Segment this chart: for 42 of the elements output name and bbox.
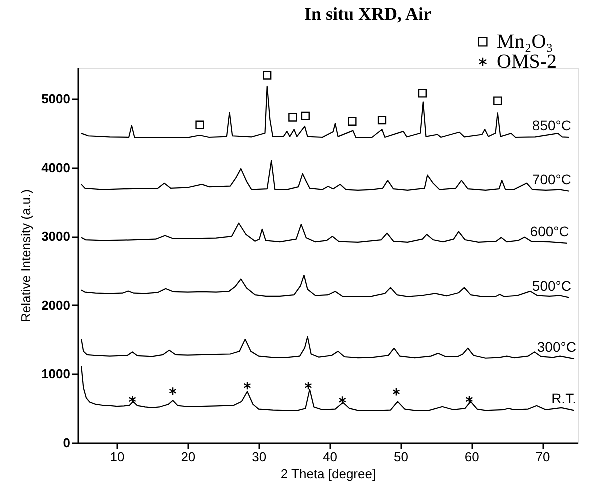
line-series [80, 274, 570, 298]
series-label: 300°C [537, 339, 576, 356]
series-label: 850°C [532, 117, 572, 134]
x-tick-label: 10 [110, 450, 125, 464]
legend-label: OMS-2 [497, 51, 558, 73]
series-label: 600°C [530, 223, 570, 240]
point [378, 116, 387, 125]
point [196, 120, 204, 130]
x-tick-label: 70 [536, 450, 550, 464]
x-tick-label: 40 [323, 450, 338, 464]
y-tick-label: 5000 [42, 91, 70, 106]
y-tick-label: 3000 [42, 229, 70, 244]
point [494, 96, 502, 106]
y-tick-label: 1000 [42, 366, 70, 382]
line-series [80, 86, 570, 138]
point [301, 112, 310, 120]
point [392, 388, 400, 396]
point [263, 71, 272, 80]
point [128, 395, 136, 404]
line-series [80, 160, 570, 192]
point [466, 395, 474, 404]
y-tick-label: 2000 [42, 298, 70, 313]
y-axis-title: Relative Intensity (a.u.) [18, 190, 34, 322]
x-tick-label: 50 [394, 450, 408, 464]
series-label: R.T. [552, 390, 576, 407]
point [169, 387, 177, 396]
x-axis-title: 2 Theta [degree] [280, 466, 376, 482]
point [244, 382, 252, 390]
y-tick-label: 0 [63, 436, 70, 450]
point [418, 89, 427, 98]
legend-label: Mn₂O₃ [497, 31, 554, 53]
chart-title: In situ XRD, Air [304, 4, 432, 24]
point [348, 117, 357, 126]
series-label: 700°C [532, 171, 572, 188]
point [338, 396, 346, 405]
y-tick-label: 4000 [42, 160, 70, 176]
point [304, 382, 312, 390]
x-tick-label: 30 [252, 450, 267, 464]
point [288, 113, 298, 122]
series-label: 500°C [532, 278, 572, 294]
x-tick-label: 20 [181, 450, 196, 464]
x-tick-label: 60 [464, 450, 480, 464]
